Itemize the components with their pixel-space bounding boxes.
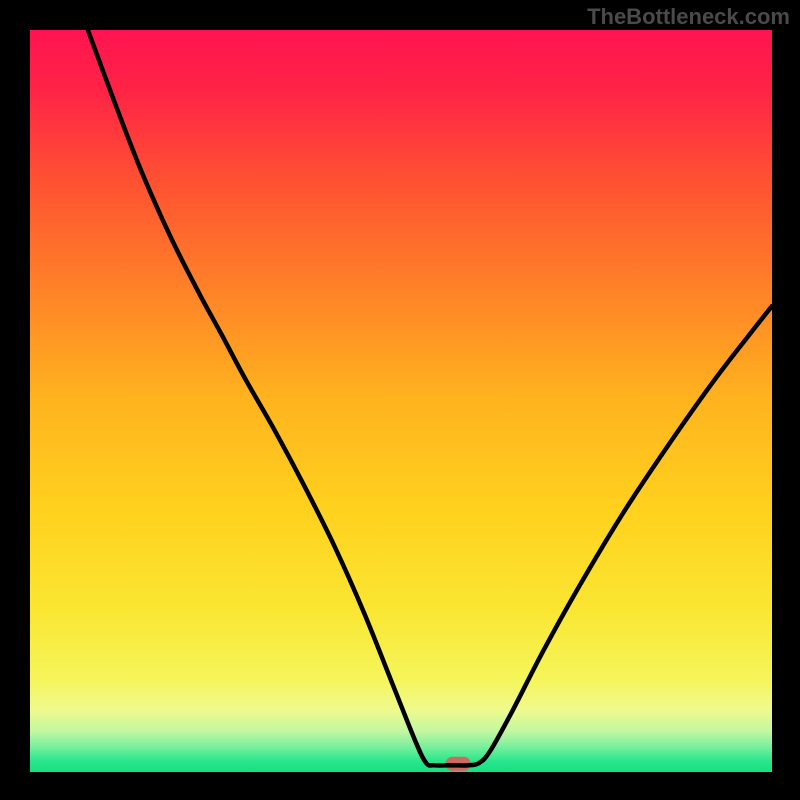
- chart-frame: TheBottleneck.com: [0, 0, 800, 800]
- watermark-text: TheBottleneck.com: [587, 4, 790, 30]
- plot-area: [30, 30, 772, 772]
- chart-svg: [30, 30, 772, 772]
- gradient-background: [30, 30, 772, 772]
